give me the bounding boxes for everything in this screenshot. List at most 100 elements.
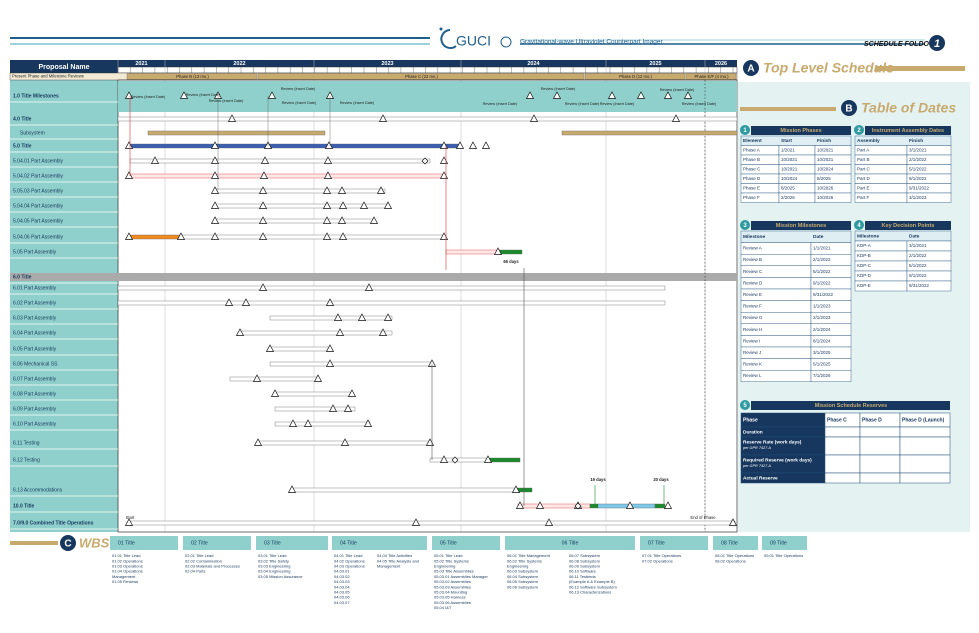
review-label: Review (Insert Date) — [340, 101, 375, 105]
foldout-badge — [929, 35, 945, 51]
milestone-triangle — [333, 313, 343, 321]
schedule-bar — [274, 391, 353, 397]
schedule-bar — [269, 361, 433, 367]
milestone-triangle — [359, 201, 369, 209]
wbs-item: 04.05 Title Analysis and — [377, 558, 419, 563]
table-title-bar — [751, 401, 950, 410]
milestone-triangle — [227, 114, 237, 122]
schedule-bar — [269, 346, 331, 352]
table-cell-text: 10/2021 — [817, 147, 834, 152]
milestone-triangle — [340, 438, 350, 446]
wbs-item: 03.04 Engineering — [258, 569, 290, 574]
milestone-triangle — [210, 232, 220, 240]
table-cell-text: Review E — [743, 292, 762, 297]
year-label: 2026 — [715, 61, 727, 67]
table-title-bar — [865, 221, 951, 230]
schedule-bar — [179, 234, 445, 240]
table-cell-text: 1/2021 — [781, 147, 795, 152]
row-label: Subsystem — [20, 130, 45, 136]
row-label: 6.01 Part Assembly — [13, 285, 57, 291]
row-label: 6.13 Accommodations — [13, 487, 63, 493]
column-header: Date — [909, 233, 920, 239]
wbs-item: Management — [112, 574, 136, 579]
schedule-bar — [499, 249, 523, 255]
table-cell-text: 2/1/2022 — [813, 257, 831, 262]
logo-dot — [439, 27, 443, 31]
wbs-header — [713, 536, 758, 550]
table-cell — [859, 454, 901, 474]
wbs-title: 09 Title — [770, 540, 787, 546]
wbs-item: 05.02 Title Systems — [434, 558, 469, 563]
review-label: Review (Insert Date) — [541, 87, 576, 91]
table-cell-text: 10/2024 — [817, 166, 834, 171]
milestone-triangle — [481, 141, 491, 149]
table-cell-text: Phase F — [743, 195, 760, 200]
table-cell-text: Phase E — [743, 185, 760, 190]
milestone-triangle — [607, 91, 617, 99]
row-label: 6.04 Part Assembly — [13, 330, 57, 336]
wbs-item: 06.03 Subsystem — [507, 569, 539, 574]
schedule-bar — [117, 285, 666, 291]
milestone-triangle — [535, 501, 545, 509]
wbs-item: 08.02 Operations — [715, 558, 746, 563]
wbs-item: 05.03.01 Assemblies Manager — [434, 574, 488, 579]
table-cell-text: Part A — [857, 147, 869, 152]
wbs-item: 04.03.04 — [334, 584, 350, 589]
wbs-item: 01.01 Title Lead — [112, 553, 140, 558]
wbs-item: 08.01 Title Operations — [715, 553, 754, 558]
review-label: Review (Insert Date) — [600, 102, 635, 106]
wbs-item: 06.09 Subsystem — [569, 563, 601, 568]
wbs-item: 05.03.02 Assemblies — [434, 579, 471, 584]
table-cell-text: Review A — [743, 246, 762, 251]
table-cell-text: KDP-E — [857, 283, 871, 288]
column-header: Date — [813, 234, 824, 240]
table-cell — [899, 426, 951, 438]
review-label: Review (Insert Date) — [209, 99, 244, 103]
table-title-bar — [751, 126, 851, 135]
schedule-bar — [561, 130, 738, 136]
year-label: 2024 — [527, 61, 540, 67]
schedule-bar — [274, 406, 356, 412]
table-cell-text: Part B — [857, 157, 870, 162]
wbs-item: 06.05 Subsystem — [507, 579, 539, 584]
table-cell-text: Review D — [743, 280, 763, 285]
review-label: Review (Insert Date) — [483, 102, 518, 106]
schedule-bar — [129, 173, 446, 179]
schedule-bar — [487, 457, 521, 463]
table-cell-text: 1/1/2023 — [813, 304, 831, 309]
table-number: 3 — [743, 223, 747, 229]
milestone-triangle — [357, 313, 367, 321]
table-cell-text: Review C — [743, 269, 763, 274]
milestone-triangle — [515, 501, 525, 509]
schedule-bar — [274, 421, 371, 427]
row-label: 6.05 Part Assembly — [13, 346, 57, 352]
milestone-triangle — [210, 201, 220, 209]
column-header: Assembly — [857, 138, 880, 144]
schedule-bar — [129, 234, 181, 240]
table-number: 5 — [743, 403, 747, 409]
phase-bar — [685, 73, 737, 80]
column-header: Milestone — [857, 233, 879, 239]
milestone-triangle — [663, 91, 673, 99]
milestone-triangle — [493, 247, 503, 255]
column-header: Finish — [817, 138, 831, 144]
wbs-item: 04.03 Operations — [334, 563, 365, 568]
milestone-triangle — [303, 419, 313, 427]
wbs-item: 04.04 Title Activities — [377, 553, 412, 558]
column-header: Proposal Name — [39, 64, 90, 71]
row-label: 6.10 Part Assembly — [13, 421, 57, 427]
review-label: Review (Insert Date) — [682, 102, 717, 106]
milestone-triangle — [258, 201, 268, 209]
table-cell-text: 10/2024 — [781, 176, 798, 181]
milestone-triangle — [124, 232, 134, 240]
review-label: Review (Insert Date) — [565, 102, 600, 106]
table-badge — [854, 220, 864, 230]
table-cell — [824, 472, 861, 484]
milestone-triangle — [258, 186, 268, 194]
table-cell-text: 3/1/2023 — [909, 195, 927, 200]
milestone-triangle — [625, 501, 635, 509]
review-label: Review (Insert Date) — [660, 88, 695, 92]
milestone-triangle — [383, 201, 393, 209]
schedule-bar — [129, 143, 461, 149]
milestone-triangle — [439, 455, 449, 463]
